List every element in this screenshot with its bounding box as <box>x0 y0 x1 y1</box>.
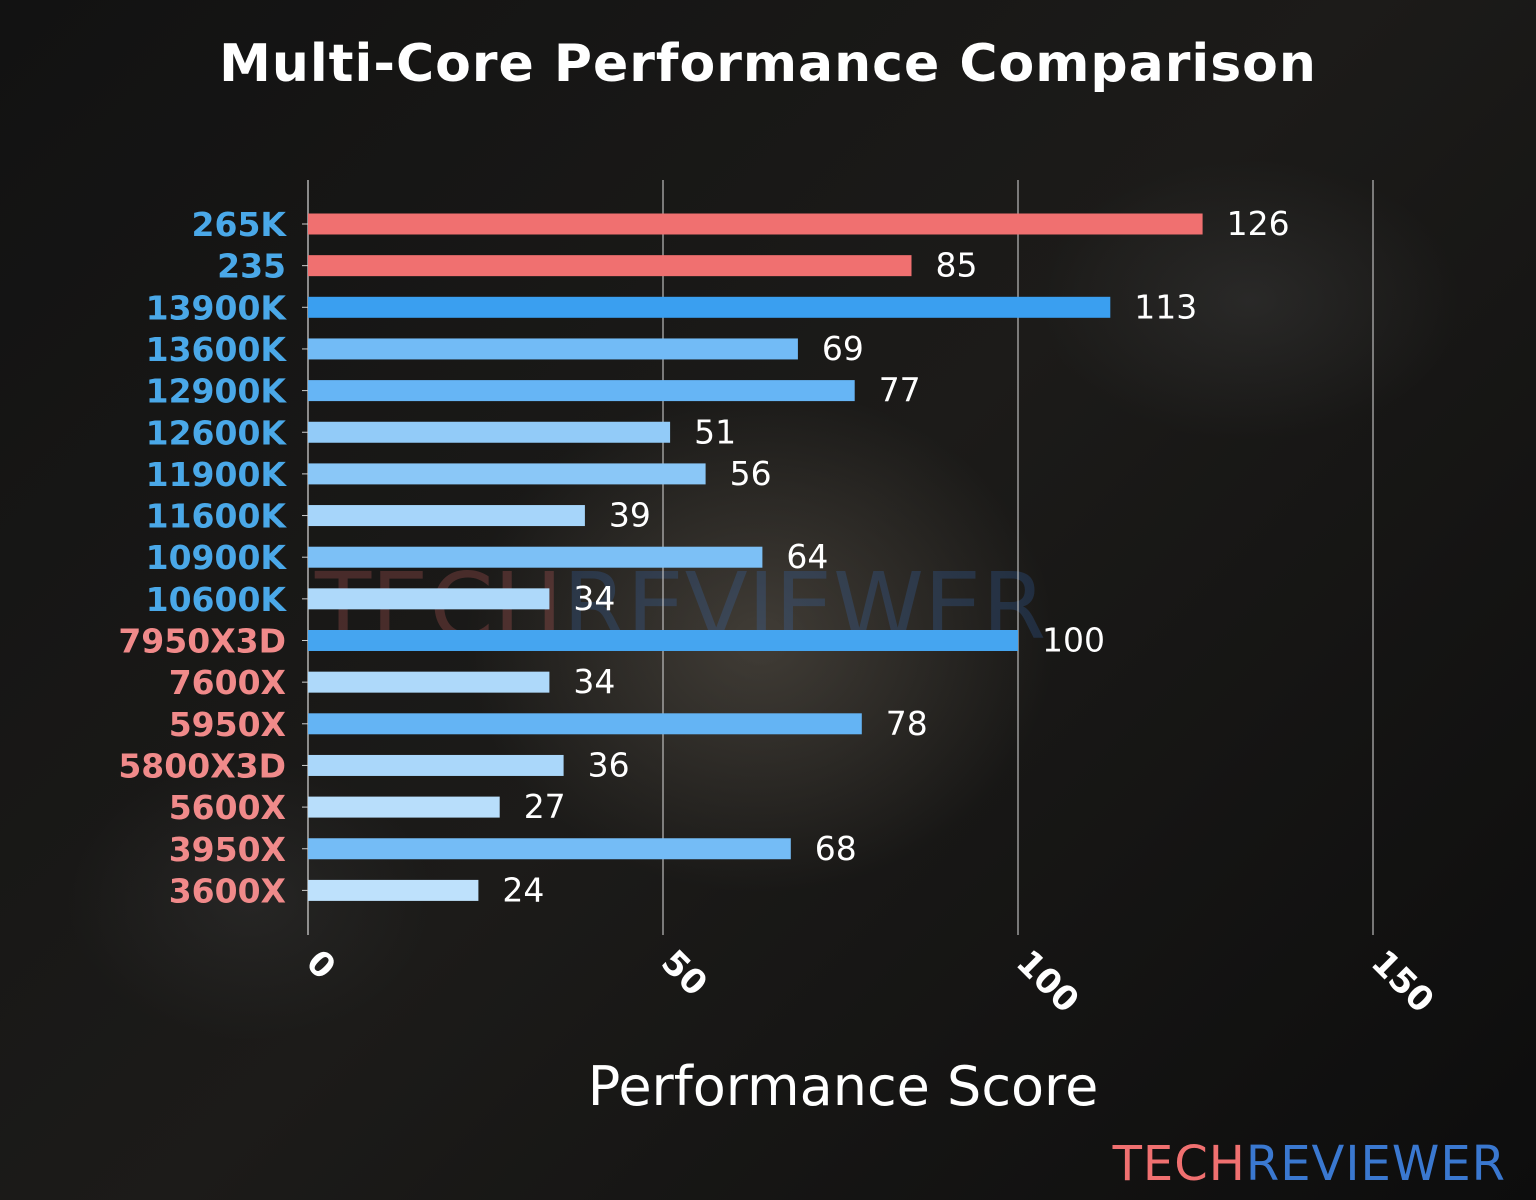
techreviewer-logo: TECHREVIEWER <box>1113 1136 1506 1192</box>
bar <box>308 630 1018 651</box>
data-label: 56 <box>730 454 772 493</box>
x-tick-label: 50 <box>653 942 715 1004</box>
y-tick-label: 7950X3D <box>118 622 286 661</box>
data-label: 51 <box>694 412 736 451</box>
y-tick-label: 3600X <box>169 871 286 910</box>
bar <box>308 838 791 860</box>
y-tick-label: 13900K <box>146 288 288 327</box>
bar <box>308 879 479 901</box>
y-tick-label: 5800X3D <box>118 746 286 785</box>
bar <box>308 671 550 693</box>
y-tick-label: 12600K <box>146 413 288 452</box>
logo-reviewer: REVIEWER <box>1245 1136 1506 1192</box>
y-tick-label: 3950X <box>169 830 286 869</box>
x-axis-label: Performance Score <box>588 1055 1099 1118</box>
data-label: 68 <box>815 829 857 868</box>
y-tick-label: 10600K <box>146 580 288 619</box>
x-tick-label: 0 <box>298 942 343 987</box>
logo-tech: TECH <box>1112 1136 1246 1192</box>
data-label: 34 <box>573 579 615 618</box>
bar <box>308 505 585 527</box>
bar <box>308 463 706 485</box>
data-label: 27 <box>524 787 566 826</box>
data-label: 85 <box>936 246 978 285</box>
data-label: 69 <box>822 329 864 368</box>
bar <box>308 213 1203 235</box>
y-tick-label: 235 <box>217 247 286 286</box>
bar <box>308 255 912 277</box>
data-label: 77 <box>879 371 921 410</box>
bar <box>308 754 564 776</box>
y-tick-label: 7600X <box>169 663 286 702</box>
bar <box>308 713 862 735</box>
data-label: 64 <box>786 537 828 576</box>
x-tick-label: 100 <box>1008 942 1086 1020</box>
y-tick-label: 10900K <box>146 538 288 577</box>
bar <box>308 421 671 443</box>
y-tick-label: 265K <box>192 205 288 244</box>
data-label: 126 <box>1227 204 1290 243</box>
bar <box>308 380 855 402</box>
data-label: 78 <box>886 704 928 743</box>
data-label: 39 <box>609 496 651 535</box>
y-tick-label: 13600K <box>146 330 288 369</box>
y-tick-label: 11600K <box>146 497 288 536</box>
data-label: 24 <box>502 870 544 909</box>
data-label: 36 <box>588 745 630 784</box>
y-tick-label: 5600X <box>169 788 286 827</box>
y-tick-label: 11900K <box>146 455 288 494</box>
chart-title: Multi-Core Performance Comparison <box>219 34 1317 94</box>
data-label: 113 <box>1134 287 1197 326</box>
y-tick-label: 12900K <box>146 372 288 411</box>
bar <box>308 588 550 610</box>
bar <box>308 296 1111 318</box>
bar <box>308 338 798 360</box>
data-label: 34 <box>573 662 615 701</box>
bar <box>308 796 500 818</box>
x-tick-label: 150 <box>1363 942 1441 1020</box>
y-tick-label: 5950X <box>169 705 286 744</box>
data-label: 100 <box>1042 621 1105 660</box>
bar <box>308 546 763 568</box>
